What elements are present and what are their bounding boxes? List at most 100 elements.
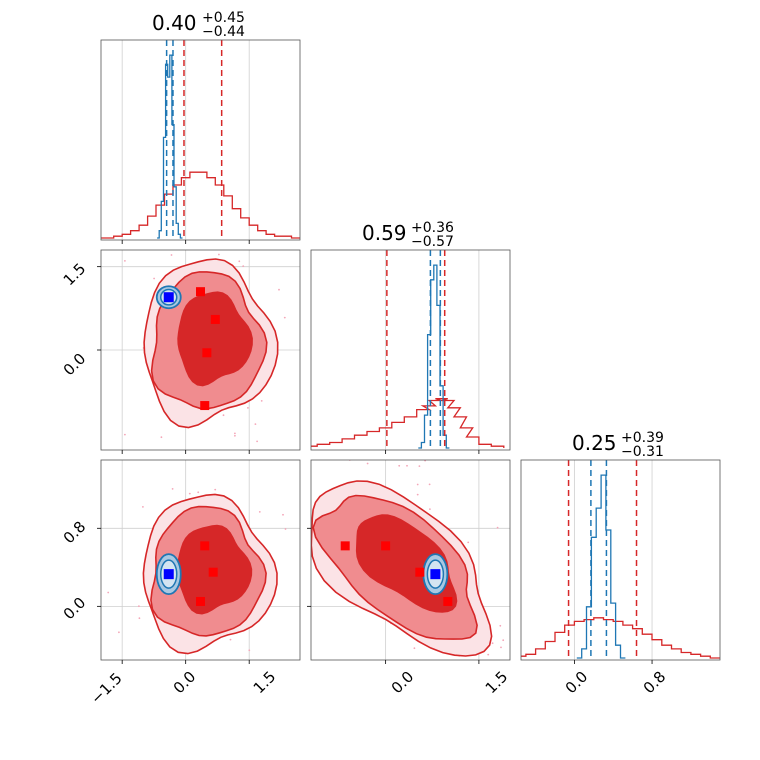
sample-point [502, 639, 505, 642]
sample-point [242, 265, 245, 267]
panel-1-1 [310, 249, 511, 451]
sample-point [229, 638, 232, 641]
sample-point [496, 526, 499, 529]
sample-point [238, 260, 241, 263]
sample-point [251, 500, 253, 502]
sample-point [429, 508, 431, 510]
sample-point [282, 513, 284, 516]
sample-point [234, 432, 236, 435]
panel-2-1-plot-area [251, 332, 547, 691]
sample-point [284, 528, 287, 530]
sample-point [398, 464, 401, 467]
xtick-col0-2: 1.5 [250, 668, 280, 698]
panel-frame [100, 39, 301, 241]
xtick-col2-1: 0.8 [640, 668, 670, 698]
sample-point [254, 423, 257, 425]
sample-point [467, 541, 470, 544]
panel-2-2-plot-area [521, 460, 720, 660]
sample-point [335, 669, 337, 671]
xtick-col0-0: −1.5 [87, 669, 125, 707]
sample-point [278, 288, 280, 291]
blue-marker [163, 569, 174, 580]
sample-point [545, 594, 547, 596]
sample-point [375, 362, 377, 364]
red-marker-0 [200, 541, 210, 551]
sample-point [116, 499, 118, 501]
panel-frame [100, 459, 301, 661]
sample-point [160, 436, 163, 439]
panels [97, 39, 721, 691]
title-x3: 0.25 +0.39 −0.31 [572, 430, 664, 460]
blue-histogram [576, 474, 626, 659]
panel-frame [310, 459, 511, 661]
sample-point [307, 578, 309, 580]
panel-frame [520, 459, 721, 661]
blue-histogram [418, 264, 450, 449]
sample-point [248, 649, 251, 652]
panel-2-1 [251, 332, 547, 691]
ytick-row2-1: 0.0 [60, 594, 90, 624]
sample-point [247, 407, 249, 409]
sample-point [406, 464, 408, 467]
sample-point [500, 646, 502, 649]
panel-frame [310, 249, 511, 451]
sample-point [124, 260, 126, 262]
title-x3-minus: −0.31 [621, 444, 664, 460]
panel-2-0 [100, 451, 308, 679]
sample-point [256, 440, 258, 443]
tick-marks [97, 240, 653, 664]
sample-point [218, 253, 220, 256]
red-histogram [521, 617, 720, 659]
blue-marker [163, 292, 174, 303]
sample-point [282, 461, 284, 463]
red-marker-1 [381, 541, 391, 551]
sample-point [447, 675, 449, 677]
title-x2-plus: +0.36 [411, 220, 454, 236]
title-x1-plus: +0.45 [202, 10, 245, 26]
sample-point [153, 277, 156, 280]
xtick-col1-0: 0.0 [388, 668, 418, 698]
red-marker-3 [443, 596, 453, 606]
sample-point [413, 647, 416, 650]
sample-point [416, 483, 419, 486]
blue-marker [430, 569, 441, 580]
sample-point [234, 434, 236, 437]
sample-point [339, 332, 341, 334]
red-marker-1 [210, 314, 220, 324]
title-x2-value: 0.59 [362, 221, 407, 245]
red-contour-inner [177, 291, 253, 387]
sample-point [305, 348, 307, 350]
panel-2-2 [520, 459, 721, 661]
red-marker-3 [200, 401, 210, 411]
red-marker-2 [415, 567, 425, 577]
sample-point [416, 493, 419, 496]
sample-point [214, 488, 217, 491]
ytick-row1-0: 1.5 [60, 260, 90, 290]
sample-point [243, 677, 245, 679]
xtick-col2-0: 0.0 [562, 668, 592, 698]
sample-point [281, 451, 283, 453]
sample-point [469, 689, 471, 691]
sample-point [218, 663, 220, 665]
sample-point [313, 414, 315, 416]
red-marker-2 [202, 348, 212, 358]
sample-point [197, 491, 200, 494]
title-x2-minus: −0.57 [411, 234, 454, 250]
sample-point [366, 462, 369, 465]
sample-point [418, 465, 421, 467]
sample-point [314, 453, 316, 455]
sample-point [225, 671, 227, 673]
title-x3-value: 0.25 [572, 431, 617, 455]
sample-point [306, 496, 308, 498]
ytick-row2-0: 0.8 [60, 518, 90, 548]
sample-point [118, 631, 120, 634]
sample-point [171, 488, 174, 490]
sample-point [291, 435, 293, 437]
sample-point [212, 231, 214, 233]
sample-point [142, 506, 144, 508]
sample-point [306, 611, 308, 613]
xtick-col0-1: 0.0 [170, 668, 200, 698]
red-marker-1 [208, 567, 218, 577]
sample-point [258, 511, 261, 513]
